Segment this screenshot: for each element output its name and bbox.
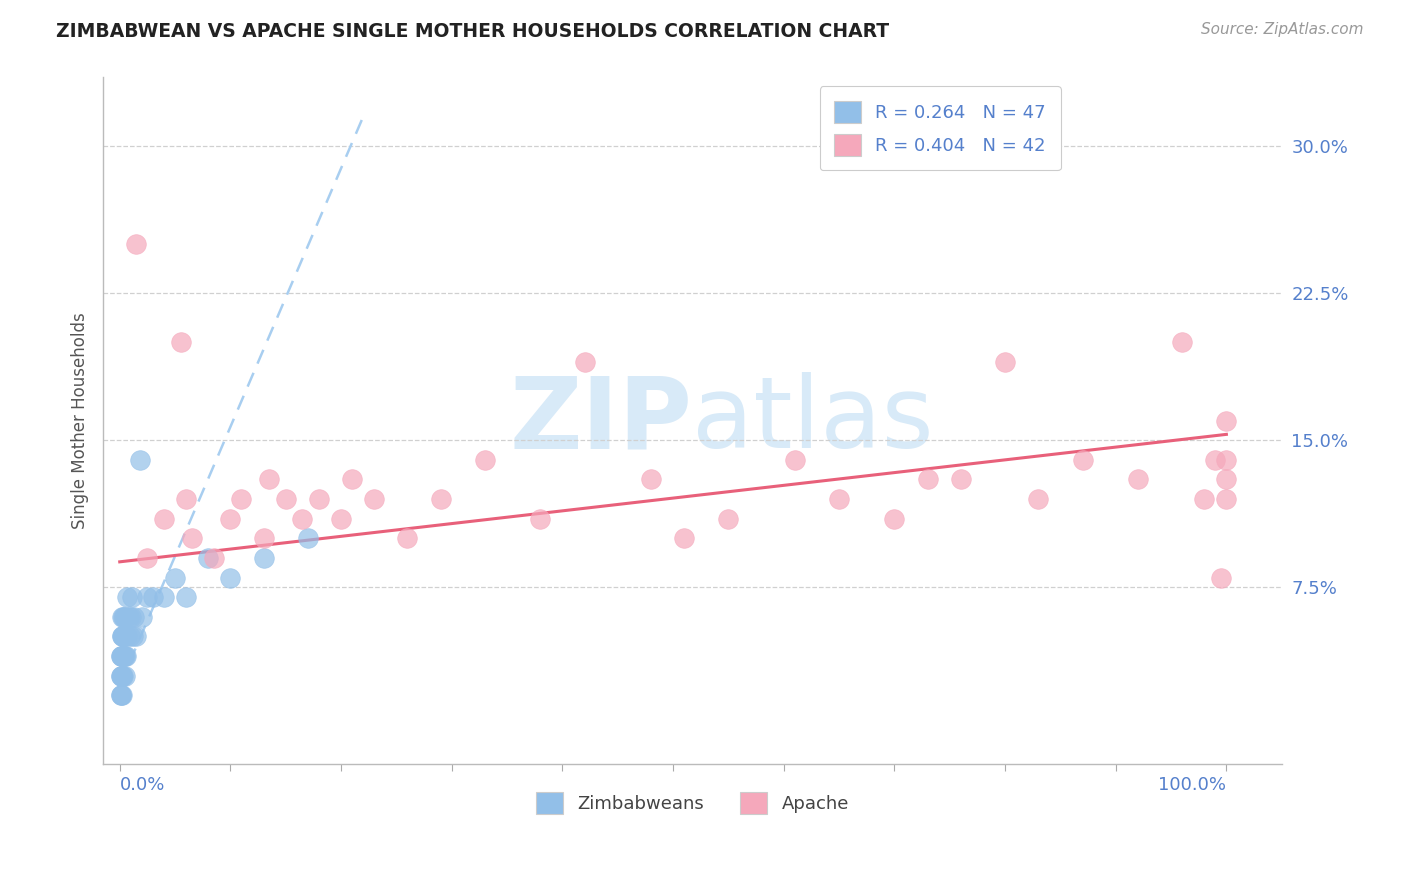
Apache bbox=[1215, 473, 1237, 487]
Text: 0.0%: 0.0% bbox=[120, 776, 165, 794]
Zimbabweans bbox=[114, 648, 136, 663]
Apache bbox=[717, 511, 740, 525]
Apache bbox=[136, 550, 159, 565]
Zimbabweans bbox=[110, 668, 132, 682]
Apache bbox=[1194, 492, 1216, 507]
Apache bbox=[1126, 473, 1149, 487]
Zimbabweans bbox=[112, 629, 135, 643]
Apache bbox=[308, 492, 330, 507]
Zimbabweans bbox=[128, 453, 150, 467]
Apache bbox=[257, 473, 280, 487]
Zimbabweans bbox=[115, 609, 138, 624]
Zimbabweans bbox=[117, 609, 139, 624]
Apache bbox=[219, 511, 242, 525]
Zimbabweans bbox=[252, 550, 274, 565]
Y-axis label: Single Mother Households: Single Mother Households bbox=[72, 312, 89, 529]
Zimbabweans bbox=[297, 531, 319, 545]
Zimbabweans bbox=[114, 668, 136, 682]
Zimbabweans bbox=[136, 590, 159, 604]
Zimbabweans bbox=[112, 668, 135, 682]
Zimbabweans bbox=[111, 609, 134, 624]
Apache bbox=[231, 492, 253, 507]
Apache bbox=[1215, 414, 1237, 428]
Zimbabweans bbox=[117, 590, 139, 604]
Zimbabweans bbox=[165, 570, 187, 584]
Zimbabweans bbox=[219, 570, 242, 584]
Legend: Zimbabweans, Apache: Zimbabweans, Apache bbox=[527, 783, 858, 823]
Zimbabweans bbox=[111, 688, 134, 702]
Text: ZIMBABWEAN VS APACHE SINGLE MOTHER HOUSEHOLDS CORRELATION CHART: ZIMBABWEAN VS APACHE SINGLE MOTHER HOUSE… bbox=[56, 22, 890, 41]
Apache bbox=[125, 237, 148, 252]
Apache bbox=[640, 473, 662, 487]
Apache bbox=[363, 492, 385, 507]
Zimbabweans bbox=[121, 590, 143, 604]
Text: atlas: atlas bbox=[692, 372, 934, 469]
Zimbabweans bbox=[110, 668, 132, 682]
Apache bbox=[1204, 453, 1226, 467]
Apache bbox=[202, 550, 225, 565]
Zimbabweans bbox=[114, 629, 136, 643]
Apache bbox=[429, 492, 451, 507]
Zimbabweans bbox=[122, 629, 145, 643]
Apache bbox=[1215, 492, 1237, 507]
Zimbabweans bbox=[112, 648, 135, 663]
Zimbabweans bbox=[131, 609, 153, 624]
Zimbabweans bbox=[112, 609, 135, 624]
Apache bbox=[330, 511, 353, 525]
Zimbabweans bbox=[110, 648, 132, 663]
Zimbabweans bbox=[174, 590, 197, 604]
Zimbabweans bbox=[153, 590, 176, 604]
Apache bbox=[169, 335, 191, 350]
Apache bbox=[274, 492, 297, 507]
Zimbabweans bbox=[110, 688, 132, 702]
Zimbabweans bbox=[111, 668, 134, 682]
Apache bbox=[529, 511, 551, 525]
Apache bbox=[883, 511, 905, 525]
Apache bbox=[574, 355, 596, 369]
Zimbabweans bbox=[111, 648, 134, 663]
Zimbabweans bbox=[112, 648, 135, 663]
Apache bbox=[783, 453, 806, 467]
Zimbabweans bbox=[111, 648, 134, 663]
Apache bbox=[917, 473, 939, 487]
Apache bbox=[994, 355, 1017, 369]
Apache bbox=[153, 511, 176, 525]
Zimbabweans bbox=[120, 609, 142, 624]
Text: Source: ZipAtlas.com: Source: ZipAtlas.com bbox=[1201, 22, 1364, 37]
Apache bbox=[1209, 570, 1232, 584]
Zimbabweans bbox=[111, 629, 134, 643]
Apache bbox=[291, 511, 314, 525]
Text: 100.0%: 100.0% bbox=[1159, 776, 1226, 794]
Zimbabweans bbox=[117, 629, 139, 643]
Apache bbox=[949, 473, 972, 487]
Apache bbox=[1071, 453, 1094, 467]
Text: ZIP: ZIP bbox=[509, 372, 692, 469]
Zimbabweans bbox=[118, 629, 141, 643]
Apache bbox=[673, 531, 696, 545]
Apache bbox=[252, 531, 274, 545]
Zimbabweans bbox=[197, 550, 219, 565]
Zimbabweans bbox=[111, 629, 134, 643]
Zimbabweans bbox=[125, 629, 148, 643]
Zimbabweans bbox=[112, 629, 135, 643]
Apache bbox=[174, 492, 197, 507]
Zimbabweans bbox=[110, 688, 132, 702]
Zimbabweans bbox=[142, 590, 165, 604]
Zimbabweans bbox=[122, 609, 145, 624]
Apache bbox=[1026, 492, 1049, 507]
Zimbabweans bbox=[112, 609, 135, 624]
Apache bbox=[474, 453, 496, 467]
Zimbabweans bbox=[115, 648, 138, 663]
Apache bbox=[180, 531, 202, 545]
Apache bbox=[1215, 453, 1237, 467]
Zimbabweans bbox=[111, 668, 134, 682]
Apache bbox=[1171, 335, 1194, 350]
Apache bbox=[828, 492, 851, 507]
Apache bbox=[396, 531, 419, 545]
Zimbabweans bbox=[110, 648, 132, 663]
Zimbabweans bbox=[112, 629, 135, 643]
Apache bbox=[340, 473, 363, 487]
